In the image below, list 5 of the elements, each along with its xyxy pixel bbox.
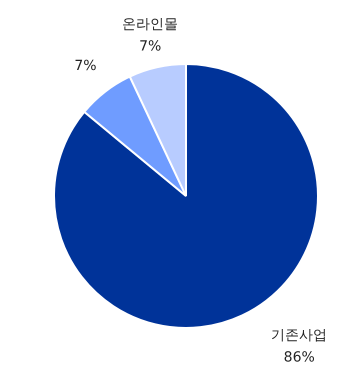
data-label: 7% — [74, 58, 97, 74]
data-label: 7% — [139, 38, 162, 55]
slice-label: 기존사업 — [271, 327, 328, 344]
slice-label: 온라인몰 — [122, 16, 178, 33]
data-label: 86% — [284, 349, 315, 366]
